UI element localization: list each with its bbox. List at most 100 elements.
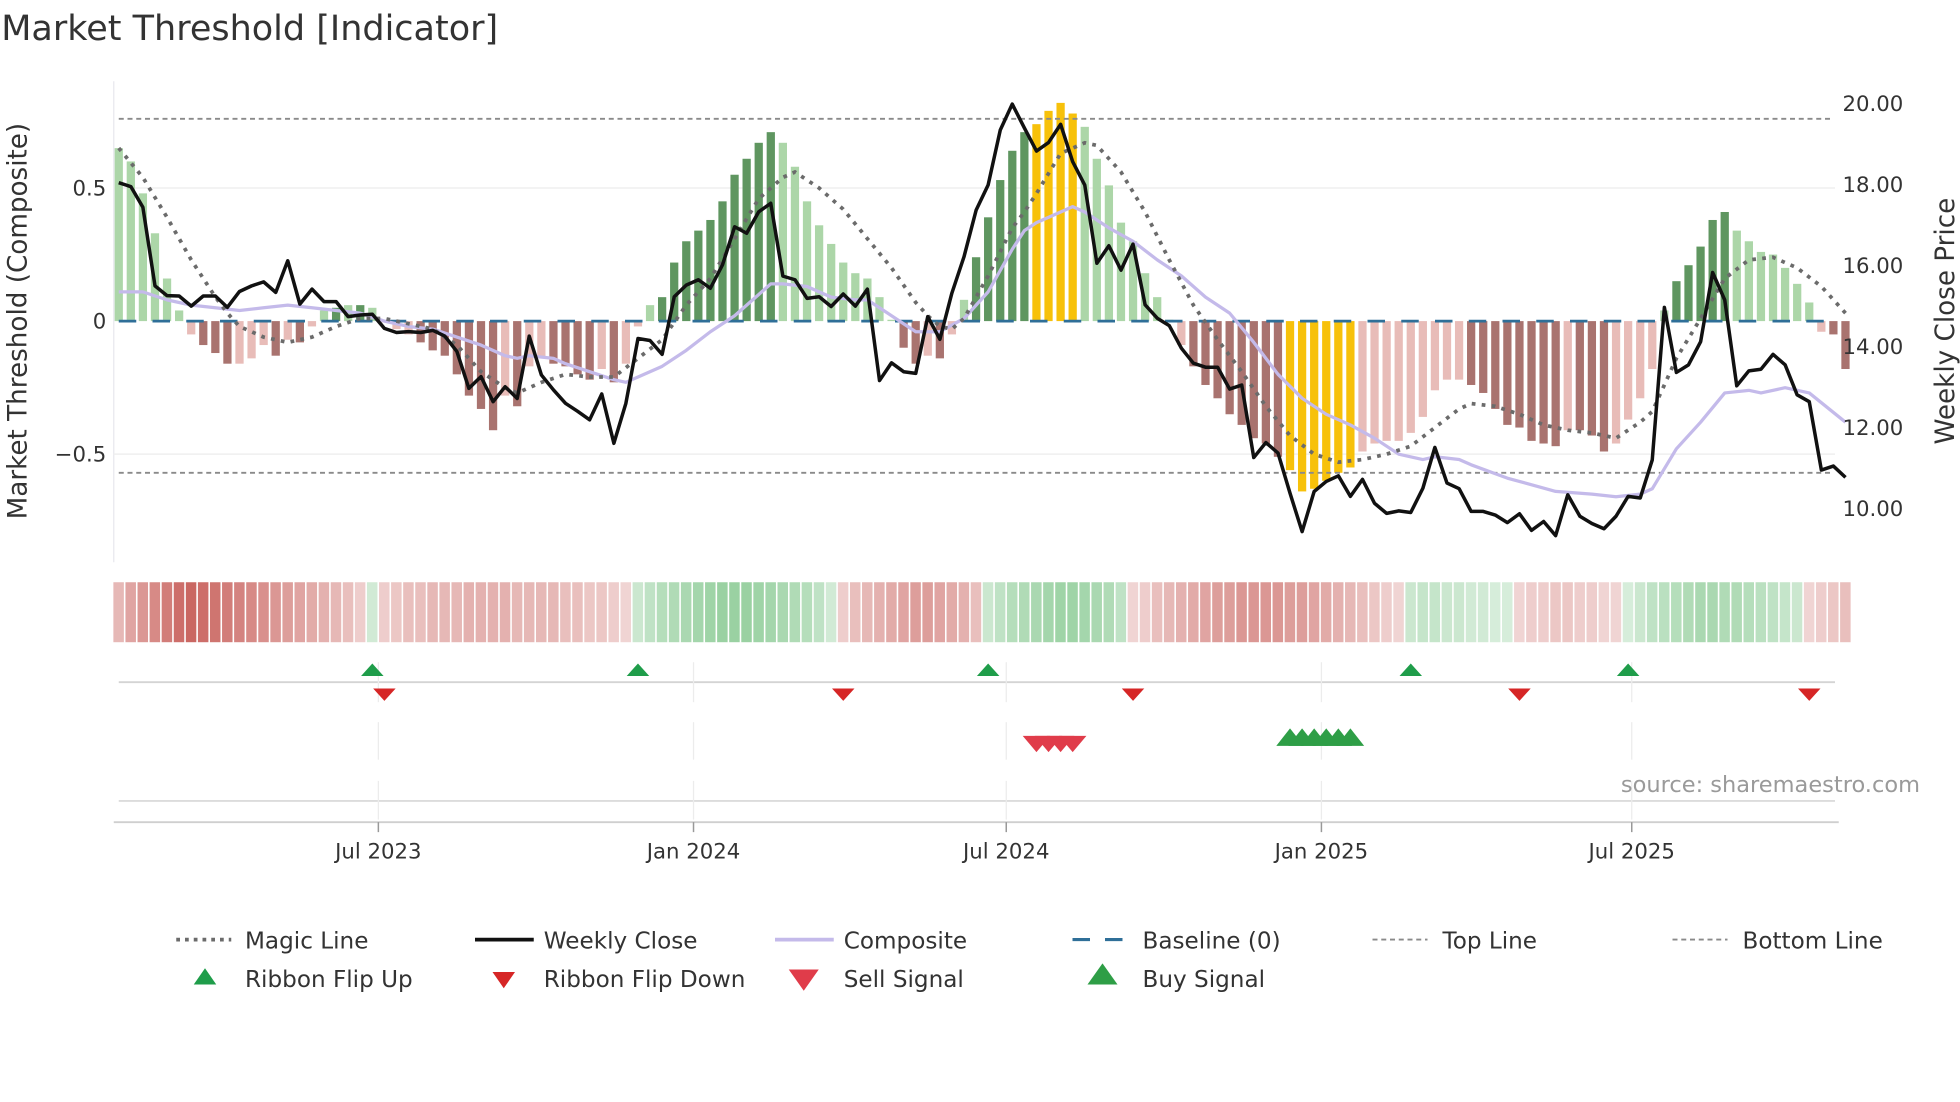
composite-bar [706,219,715,322]
ribbon-cell [306,582,318,643]
ribbon-cell [1526,582,1537,643]
ribbon-cell [1465,582,1477,643]
ribbon-cell [294,582,305,643]
composite-bar [670,262,679,322]
legend-label: Baseline (0) [1142,928,1280,954]
composite-bar [621,321,631,364]
composite-bar [1732,230,1741,322]
indicator-lines [117,102,1847,538]
ribbon-cell [1791,582,1803,643]
ribbon-cell [656,582,668,643]
ribbon-cell [1188,582,1199,643]
composite-bar [211,321,220,354]
composite-bar [1503,321,1512,425]
right-tick-label: 20.00 [1843,92,1904,117]
composite-bar [1575,321,1584,431]
ribbon-flip-down-marker [832,688,855,701]
composite-bar [1817,321,1826,332]
ribbon-cell [874,582,885,643]
ribbon-cell [825,582,837,643]
composite-bar [307,321,317,327]
ribbon-cell [487,582,499,643]
ribbon-cell [813,582,825,643]
ribbon-cell [173,582,185,643]
ribbon-cell [366,582,378,643]
ribbon-strip [113,582,1851,643]
ribbon-cell [1731,582,1742,643]
composite-bar [1611,321,1621,444]
ribbon-cell [1538,582,1549,643]
ribbon-cell [572,582,583,643]
ribbon-cell [1622,582,1634,643]
composite-bar [1454,321,1464,380]
ribbon-cell [379,582,390,643]
right-tick-label: 18.00 [1843,173,1904,198]
ribbon-cell [1019,582,1030,643]
composite-bar [959,299,969,322]
signal-markers [113,662,1839,824]
ribbon-cell [753,582,764,643]
ribbon-cell [1646,582,1658,643]
composite-bar [1442,321,1452,380]
ribbon-cell [1357,582,1368,643]
composite-bar [549,321,558,364]
ribbon-cell [1610,582,1622,643]
composite-bar [1358,321,1367,452]
x-tick-label: Jan 2024 [645,839,741,864]
composite-bar [235,321,244,364]
composite-bar [1756,251,1766,322]
ribbon-cell [1429,582,1441,643]
ribbon-flip-down-marker [1121,688,1145,701]
composite-bar [1334,321,1343,473]
ribbon-cell [1284,582,1296,643]
ribbon-cell [161,582,173,643]
composite-bar [971,257,981,322]
composite-bar [1370,321,1379,444]
ribbon-cell [1139,582,1151,643]
ribbon-cell [946,582,958,643]
ribbon-flip-down-marker [1798,688,1821,701]
ribbon-cell [801,582,813,643]
composite-bar [126,161,135,322]
ribbon-cell [1308,582,1320,643]
composite-bar [1177,321,1186,346]
ribbon-cell [1067,582,1078,643]
composite-bar [911,321,920,364]
composite-bar [597,321,606,370]
composite-bar [1418,321,1427,417]
composite-bar [1189,321,1198,367]
ribbon-cell [1719,582,1730,643]
ribbon-cell [1586,582,1598,643]
legend-label: Sell Signal [844,967,964,993]
ribbon-cell [282,582,293,643]
ribbon-cell [1260,582,1271,643]
composite-bar [1841,321,1850,370]
x-tick-label: Jul 2025 [1587,839,1675,864]
legend-label: Weekly Close [544,928,698,954]
composite-bar [1587,321,1597,436]
composite-bar [561,321,570,367]
composite-bar [1008,150,1017,322]
composite-bar [1744,241,1753,322]
ribbon-cell [1489,582,1501,643]
grid [113,81,1835,563]
ribbon-cell [596,582,607,643]
ribbon-cell [1683,582,1694,643]
legend-item-composite: Composite [775,928,967,954]
triangle-down-icon [492,972,515,989]
legend-item-ribbon-flip-down: Ribbon Flip Down [492,967,745,993]
composite-bar [1092,158,1101,322]
ribbon-cell [1634,582,1646,643]
ribbon-cell [608,582,619,643]
legend-label: Bottom Line [1743,928,1883,954]
composite-bar [283,321,292,340]
composite-bar [1261,321,1270,444]
ribbon-cell [451,582,462,643]
ribbon-cell [342,582,354,643]
ribbon-cell [246,582,257,643]
composite-bar [1322,321,1331,481]
ribbon-cell [427,582,438,643]
composite-bar [1201,321,1210,385]
ribbon-cell [1514,582,1525,643]
composite-bar [295,321,304,343]
